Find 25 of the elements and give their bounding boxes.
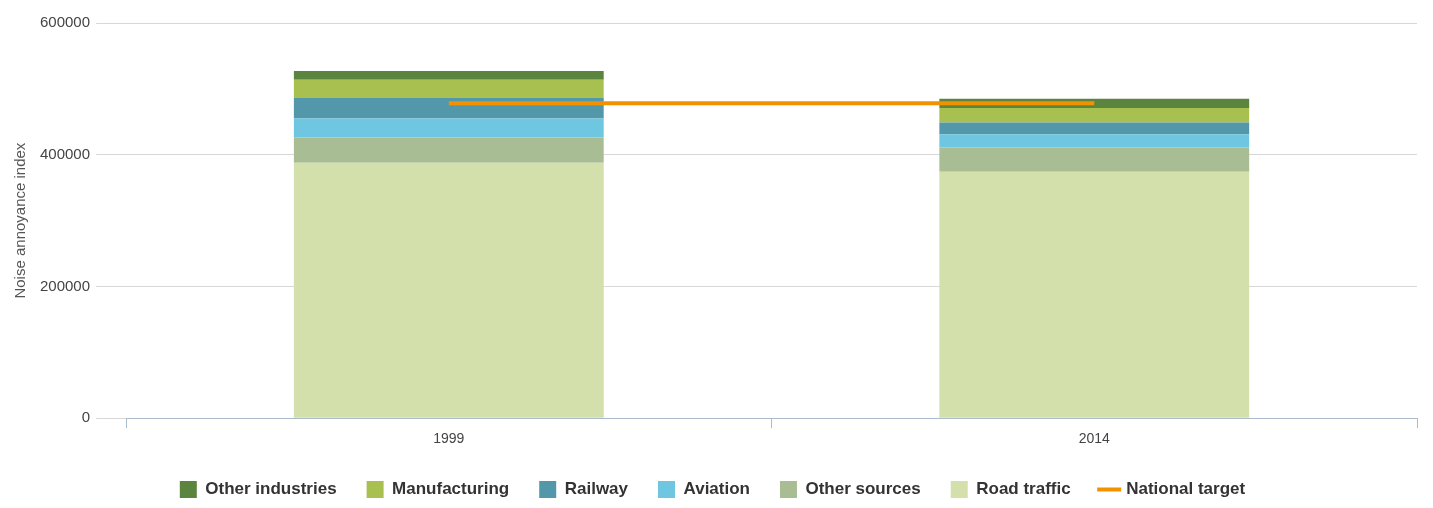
legend-label: Other industries [205, 479, 337, 499]
legend-label: Railway [564, 479, 629, 499]
bar [293, 137, 604, 163]
legend-label: Manufacturing [392, 479, 510, 499]
bar [939, 171, 1250, 418]
bar [293, 162, 604, 418]
bar [293, 79, 604, 98]
bar [293, 71, 604, 80]
legend-label: Road traffic [976, 479, 1071, 499]
y-tick-label: 400000 [39, 144, 91, 162]
x-tick-label: 1999 [433, 430, 465, 447]
bar [293, 118, 604, 138]
y-axis-title: Noise annoyance index [11, 142, 29, 299]
y-tick-label: 200000 [39, 276, 91, 294]
legend-label: Aviation [683, 479, 750, 499]
bar [939, 147, 1250, 172]
legend-label: National target [1126, 479, 1246, 499]
x-tick-label: 2014 [1078, 430, 1111, 447]
bar [293, 97, 604, 119]
legend-label: Other sources [805, 479, 921, 499]
y-tick-label: 0 [81, 408, 91, 426]
bar [939, 122, 1250, 135]
bar [939, 107, 1250, 123]
bar [939, 134, 1250, 148]
y-tick-label: 600000 [39, 13, 91, 31]
